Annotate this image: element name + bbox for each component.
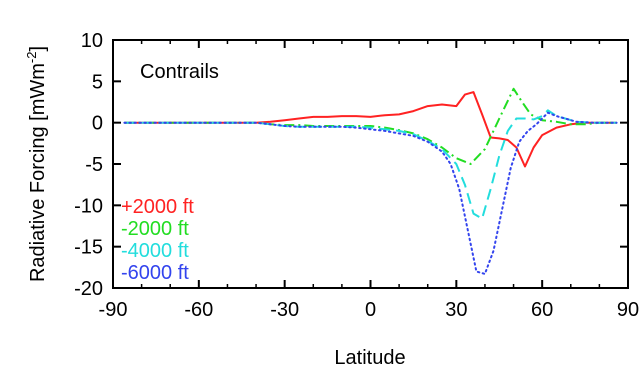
x-tick-label: 0 [365, 299, 376, 321]
x-tick-label: 60 [531, 299, 553, 321]
series-line-2 [124, 87, 617, 165]
legend-entry-3: -4000 ft [121, 240, 189, 262]
y-tick-label: 10 [81, 30, 103, 52]
y-axis-title-close: ] [27, 46, 49, 52]
y-tick-label: 5 [92, 71, 103, 93]
x-tick-label: 90 [617, 299, 639, 321]
y-tick-label: -10 [74, 195, 103, 217]
legend-entry-1: +2000 ft [121, 196, 194, 218]
x-tick-label: -90 [99, 299, 128, 321]
x-tick-label: -60 [184, 299, 213, 321]
y-axis-title: Radiative Forcing [mWm-2] [24, 46, 49, 282]
legend-entry-2: -2000 ft [121, 218, 189, 240]
y-axis-title-exponent: -2 [24, 52, 39, 64]
y-axis-title-main: Radiative Forcing [mWm [27, 63, 49, 282]
y-tick-label: -20 [74, 278, 103, 300]
series-line-4 [123, 111, 618, 275]
y-tick-label: -5 [85, 154, 103, 176]
x-tick-label: -30 [270, 299, 299, 321]
y-tick-label: 0 [92, 113, 103, 135]
y-tick-label: -15 [74, 237, 103, 259]
legend: +2000 ft-2000 ft-4000 ft-6000 ft [121, 196, 194, 284]
x-axis-title: Latitude [334, 347, 405, 369]
legend-entry-4: -6000 ft [121, 262, 189, 284]
series-layer [123, 87, 618, 275]
series-line-1 [124, 91, 617, 168]
tick-layer: -90 -60 -30 0 30 60 90 10 5 0 -5 -10 -15 -20 [74, 30, 639, 321]
x-tick-label: 30 [445, 299, 467, 321]
panel-label: Contrails [140, 61, 219, 83]
